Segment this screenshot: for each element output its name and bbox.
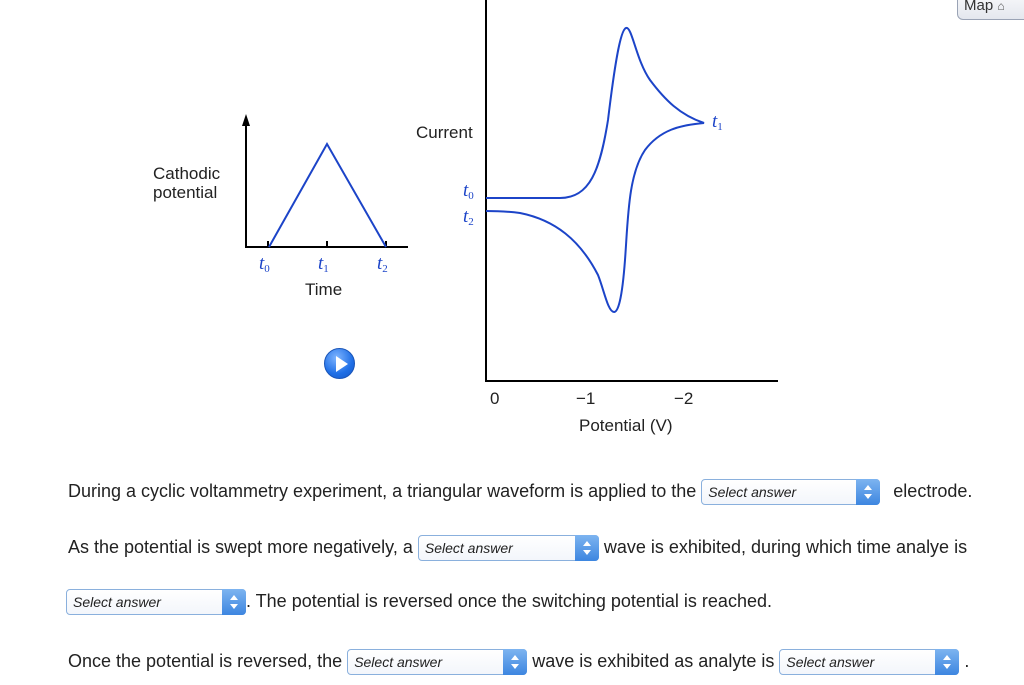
map-label: Map (964, 0, 994, 14)
sentence-3: Select answer . The potential is reversed… (66, 589, 772, 616)
sentence-2: As the potential is swept more negativel… (68, 535, 968, 562)
dropdown-arrow-icon (935, 649, 960, 676)
cv-point-t0: t0 (463, 180, 474, 202)
sentence-1-post: electrode. (893, 481, 973, 501)
dropdown-value: Select answer (73, 594, 161, 611)
dropdown-arrow-icon (856, 479, 881, 506)
play-animation-button[interactable] (324, 348, 355, 379)
cv-plot (485, 0, 778, 382)
dropdown-electrode[interactable]: Select answer (701, 479, 881, 506)
waveform-y-label: Cathodic potential (153, 164, 221, 202)
tick-t1: t1 (318, 253, 329, 275)
sentence-3-post: . The potential is reversed once the swi… (246, 591, 772, 611)
dropdown-value: Select answer (424, 540, 513, 557)
y-label-line1: Cathodic (153, 164, 221, 183)
dropdown-analyte-forward[interactable]: Select answer (66, 589, 246, 616)
sentence-2-post: wave is exhibited, during which time ana… (603, 537, 968, 557)
dropdown-arrow-icon (574, 535, 599, 562)
cv-x-tick-0: 0 (490, 389, 500, 408)
waveform-x-label: Time (305, 280, 343, 299)
dropdown-arrow-icon (503, 649, 528, 676)
cv-x-label: Potential (V) (579, 416, 673, 435)
tick-t0: t0 (259, 253, 270, 275)
sentence-4: Once the potential is reversed, the Sele… (68, 649, 970, 676)
dropdown-value: Select answer (786, 654, 875, 671)
map-button[interactable]: Map ⌂ (957, 0, 1024, 20)
dropdown-analyte-reverse[interactable]: Select answer (779, 649, 960, 676)
sentence-4-post: . (964, 651, 970, 671)
dropdown-value: Select answer (708, 484, 797, 501)
sentence-2-pre: As the potential is swept more negativel… (68, 537, 413, 557)
cv-x-tick-1: −1 (576, 389, 596, 408)
dropdown-reverse-wave[interactable]: Select answer (347, 649, 528, 676)
sentence-4-mid: wave is exhibited as analyte is (532, 651, 775, 671)
cv-point-t2: t2 (463, 206, 474, 228)
map-icon: ⌂ (997, 0, 1005, 13)
dropdown-arrow-icon (222, 589, 246, 616)
dropdown-forward-wave[interactable]: Select answer (417, 535, 599, 562)
cv-point-t1: t1 (712, 111, 723, 133)
y-label-line2: potential (153, 182, 218, 202)
tick-t2: t2 (377, 253, 388, 275)
dropdown-value: Select answer (354, 654, 443, 671)
sentence-1-pre: During a cyclic voltammetry experiment, … (68, 481, 697, 501)
cv-x-tick-2: −2 (674, 389, 694, 408)
sentence-1: During a cyclic voltammetry experiment, … (68, 479, 973, 506)
waveform-plot (242, 114, 408, 248)
cv-y-label: Current (416, 123, 473, 142)
sentence-4-pre: Once the potential is reversed, the (68, 651, 343, 671)
